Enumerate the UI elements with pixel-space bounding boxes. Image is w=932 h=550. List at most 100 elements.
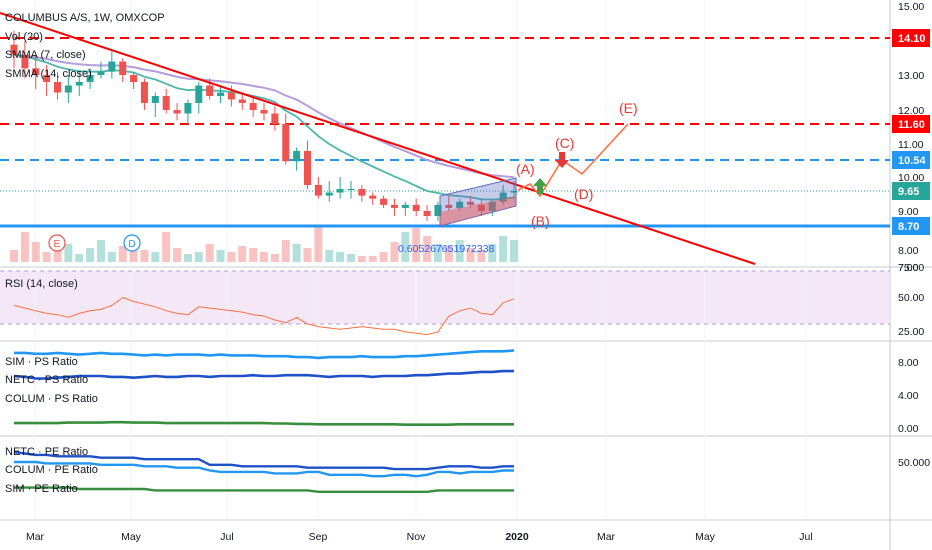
dividend-marker-d-label: D (128, 239, 135, 250)
candle-body (53, 82, 61, 93)
candle-body (173, 110, 181, 114)
candle-body (151, 96, 159, 103)
level-value-14.10: 14.10 (898, 33, 926, 45)
earnings-marker-e-label: E (54, 239, 61, 250)
volume-bar (260, 252, 269, 262)
candle-body (217, 92, 225, 96)
pe-line-2 (14, 486, 514, 493)
price-tick: 15.00 (898, 1, 924, 13)
ps-series-sim: SIM · PS Ratio (5, 356, 78, 368)
smma14-line (13, 53, 515, 179)
volume-bar (118, 246, 127, 262)
candle-body (97, 71, 105, 75)
volume-bar (151, 252, 160, 262)
rsi-tick: 25.00 (898, 326, 924, 338)
pe-line-1 (14, 460, 514, 478)
level-tag-8.70 (892, 217, 930, 235)
time-tick: Jul (220, 531, 233, 543)
price-axis: 15.00 13.00 12.00 11.00 10.00 9.00 8.00 7.0075.… (898, 1, 930, 469)
candle-body (43, 75, 51, 82)
volume-bar (42, 252, 51, 262)
candle-body (206, 85, 214, 96)
pe-series-colum: COLUM · PE Ratio (5, 464, 98, 476)
indicator-smma14: SMMA (14, close) (5, 68, 92, 80)
wave-label-B: (B) (531, 213, 550, 229)
volume-bar (390, 242, 399, 262)
level-tag-9.65 (892, 182, 930, 200)
time-tick: May (121, 531, 142, 543)
volume-bar (346, 254, 355, 262)
volume-bar (183, 254, 192, 262)
channel-lower-fill (440, 196, 516, 226)
volume-bar (412, 228, 421, 262)
projected-wave-path (517, 123, 629, 198)
candle-body (271, 113, 279, 124)
ps-ratio-pane (13, 349, 515, 426)
time-tick: Mar (26, 531, 45, 543)
price-levels: 14.10 11.60 10.54 9.65 8.70 (0, 29, 930, 235)
candle-body (369, 195, 377, 199)
volume-bar (466, 248, 475, 262)
volume-bar (96, 240, 105, 262)
volume-bar (31, 242, 40, 262)
candle-body (445, 204, 453, 208)
volume-bar (216, 250, 225, 262)
candle-body (336, 189, 344, 193)
candle-body (325, 192, 333, 196)
level-value-8.70: 8.70 (898, 221, 919, 233)
candle-body (401, 204, 409, 208)
rsi-pane (0, 270, 890, 336)
ps-line-2 (14, 420, 514, 426)
time-tick: Jul (799, 531, 812, 543)
ps-line-0 (14, 349, 515, 360)
volume-bar (433, 244, 442, 262)
volume-bars: E D 0.605267651972338 (10, 226, 519, 262)
time-axis: Mar May Jul Sep Nov 2020 Mar May Jul (26, 531, 813, 543)
volume-bar (140, 250, 149, 262)
symbol-title: COLUMBUS A/S, 1W, OMXCOP (5, 12, 165, 24)
volume-bar (314, 226, 323, 262)
wave-label-A: (A) (516, 161, 535, 177)
candle-body (32, 68, 40, 75)
ps-tick: 0.00 (898, 423, 919, 435)
rsi-tick: 75.00 (898, 262, 924, 274)
volume-bar (357, 256, 366, 262)
level-tag-14.10 (892, 29, 930, 47)
indicator-smma7: SMMA (7, close) (5, 49, 86, 61)
wave-label-C: (C) (555, 135, 574, 151)
volume-bar (488, 244, 497, 262)
rsi-line (13, 296, 515, 336)
time-tick: Sep (309, 531, 328, 543)
volume-bar (10, 250, 18, 262)
candle-body (249, 103, 257, 110)
grid-lines (34, 0, 807, 520)
time-tick: Mar (597, 531, 616, 543)
candle-body (21, 54, 29, 69)
volume-bar (129, 248, 138, 262)
candle-body (10, 44, 18, 55)
volume-bar (477, 250, 486, 262)
price-tick: 9.00 (898, 206, 919, 218)
price-tick: 11.00 (898, 139, 924, 151)
candle-body (293, 150, 301, 162)
pe-series-sim: SIM · PE Ratio (5, 483, 78, 495)
earnings-marker-e (48, 234, 66, 252)
level-tag-10.54 (892, 151, 930, 169)
volume-bar (194, 252, 203, 262)
price-tick: 7.00 (898, 262, 919, 274)
volume-bar (86, 248, 95, 262)
time-tick: 2020 (505, 531, 529, 543)
volume-bar (292, 244, 301, 262)
volume-bar (455, 240, 464, 262)
rsi-title: RSI (14, close) (5, 278, 78, 290)
pe-line-0 (13, 450, 514, 471)
level-value-10.54: 10.54 (898, 155, 926, 167)
volume-bar (173, 248, 182, 262)
volume-bar (20, 232, 29, 262)
ascending-channel (439, 177, 517, 227)
volume-bar (444, 246, 453, 262)
ps-series-netc: NETC · PS Ratio (5, 374, 88, 386)
ps-series-colum: COLUM · PS Ratio (5, 393, 98, 405)
candle-body (347, 189, 355, 190)
